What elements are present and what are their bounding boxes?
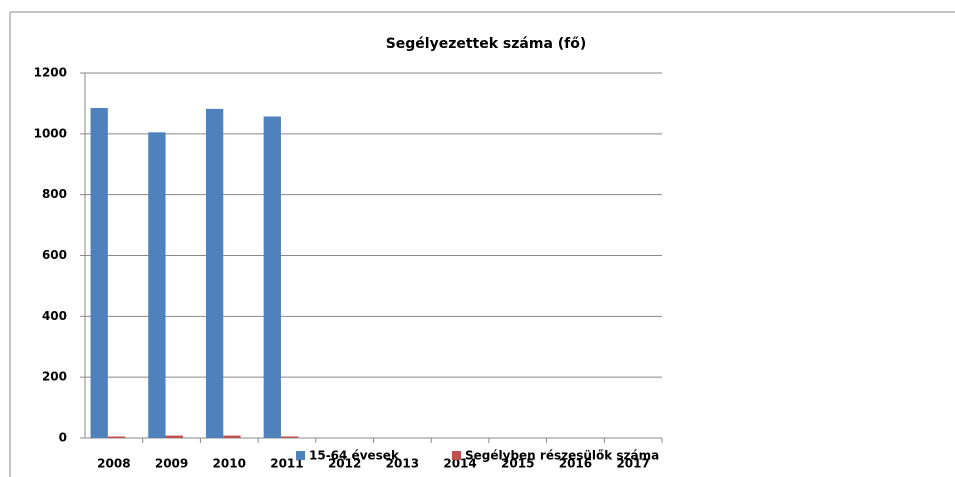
x-tick-label: 2012	[328, 457, 361, 471]
bar	[90, 107, 108, 439]
bar	[263, 116, 281, 438]
bar	[223, 435, 241, 438]
x-tick-label: 2015	[501, 457, 534, 471]
legend-swatch	[296, 451, 305, 460]
x-tick-label: 2008	[97, 457, 130, 471]
y-tick-label: 800	[42, 187, 67, 201]
bar	[165, 435, 183, 438]
x-tick-label: 2013	[386, 457, 419, 471]
x-tick-label: 2017	[616, 457, 649, 471]
y-tick-label: 1000	[34, 126, 67, 140]
y-tick-label: 1200	[34, 66, 67, 80]
y-tick-label: 0	[59, 431, 67, 445]
legend-label: 15-64 évesek	[309, 449, 400, 463]
bar	[107, 436, 126, 438]
x-tick-label: 2010	[213, 457, 246, 471]
legend-label: Segélyben részesülők száma	[465, 449, 659, 463]
x-tick-label: 2009	[155, 457, 188, 471]
x-tick-label: 2011	[270, 457, 303, 471]
bar	[205, 108, 224, 439]
bar	[280, 436, 299, 438]
y-tick-label: 600	[42, 248, 67, 262]
y-tick-label: 400	[42, 309, 67, 323]
x-tick-label: 2016	[559, 457, 592, 471]
bar	[148, 132, 166, 438]
legend-swatch	[452, 451, 461, 460]
y-tick-label: 200	[42, 370, 67, 384]
chart-title: Segélyezettek száma (fő)	[386, 36, 587, 52]
x-tick-label: 2014	[443, 457, 476, 471]
